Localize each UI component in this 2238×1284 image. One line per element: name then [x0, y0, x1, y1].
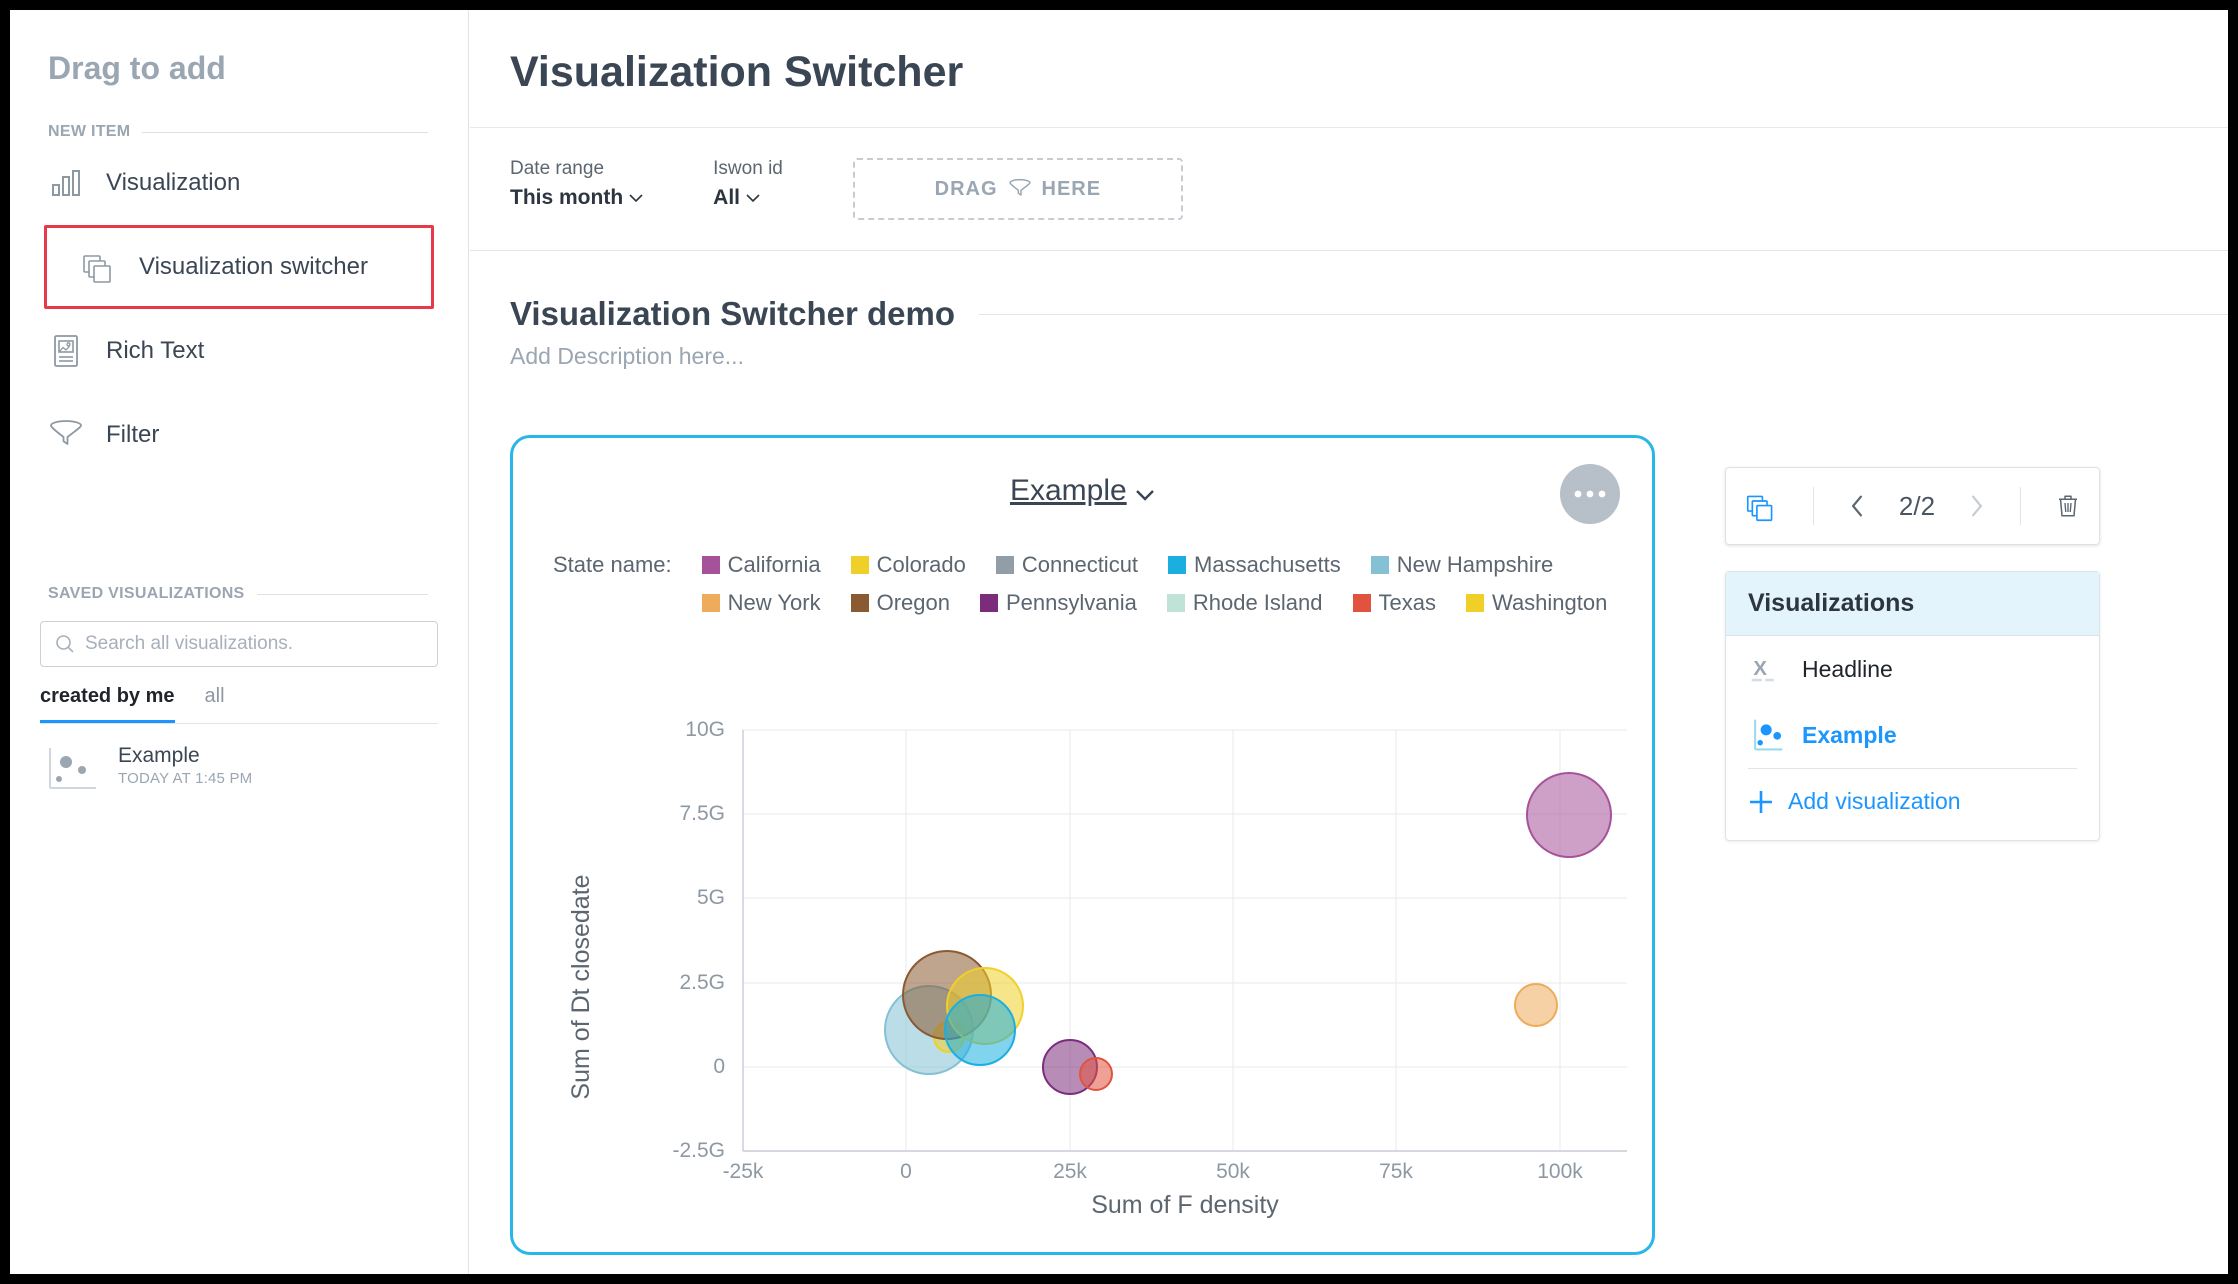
svg-text:Sum of Dt closedate: Sum of Dt closedate — [567, 874, 595, 1099]
svg-text:50k: 50k — [1216, 1160, 1250, 1183]
svg-text:75k: 75k — [1379, 1160, 1413, 1183]
svg-text:-2.5G: -2.5G — [672, 1139, 725, 1162]
svg-text:10G: 10G — [685, 718, 725, 741]
svg-text:X: X — [1753, 658, 1767, 680]
svg-text:-25k: -25k — [723, 1160, 764, 1183]
svg-text:25k: 25k — [1053, 1160, 1087, 1183]
svg-text:2.5G: 2.5G — [679, 971, 725, 994]
svg-text:5G: 5G — [697, 886, 725, 909]
svg-text:0: 0 — [900, 1160, 912, 1183]
svg-text:7.5G: 7.5G — [679, 802, 725, 825]
svg-text:100k: 100k — [1537, 1160, 1583, 1183]
svg-text:Sum of F density: Sum of F density — [1091, 1191, 1279, 1219]
svg-text:0: 0 — [713, 1055, 725, 1078]
